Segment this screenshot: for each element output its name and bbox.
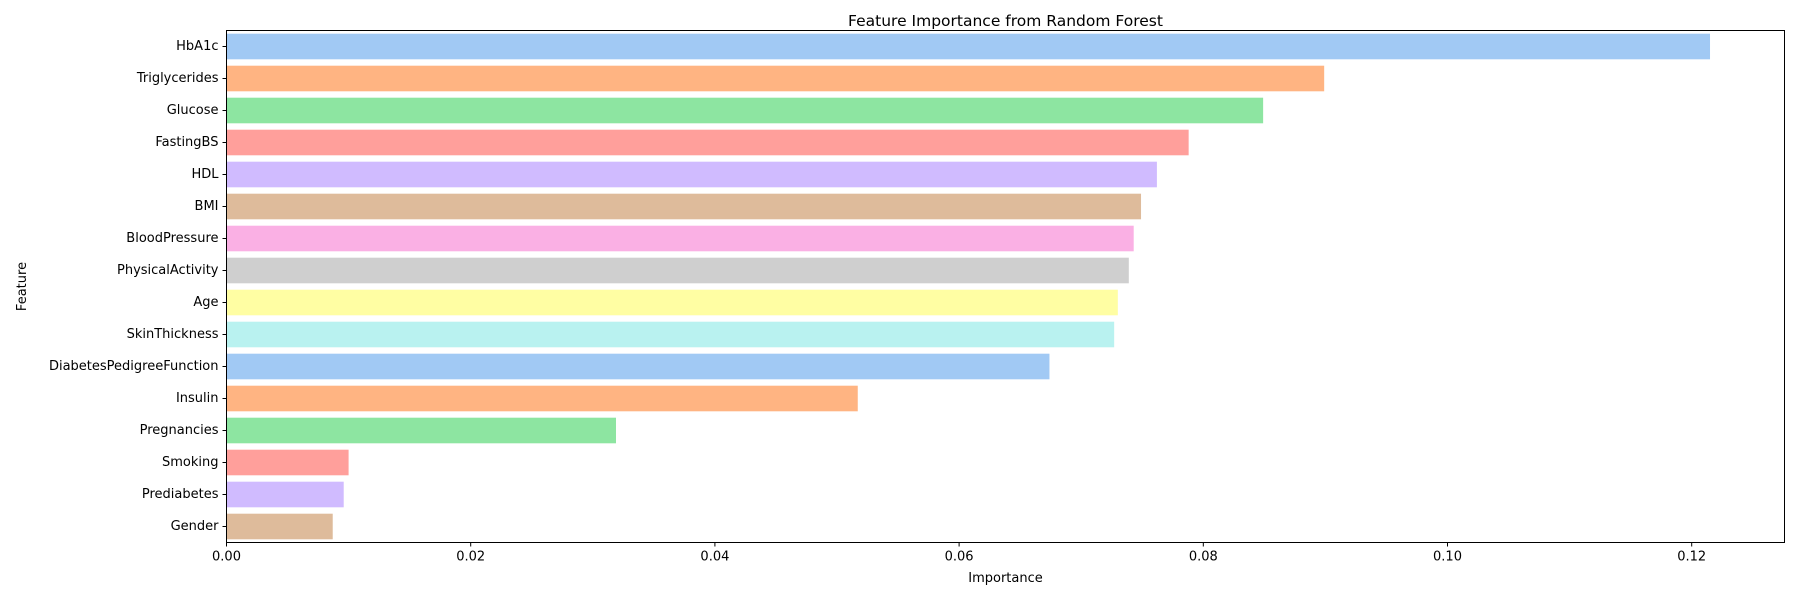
bar-hdl — [226, 161, 1157, 188]
y-tick-label: BMI — [195, 199, 219, 214]
bar-smoking — [226, 449, 349, 476]
y-tick-label: Glucose — [167, 103, 219, 118]
y-tick-label: BloodPressure — [126, 231, 218, 246]
y-tick-label: HbA1c — [176, 39, 218, 54]
x-axis-ticks: 0.00 0.02 0.04 0.06 0.08 0.10 0.12 — [212, 542, 1706, 565]
bar-bloodpressure — [226, 225, 1134, 252]
y-tick-label: Insulin — [176, 391, 219, 406]
bar-physicalactivity — [226, 257, 1129, 284]
y-axis-title: Feature — [15, 262, 30, 311]
y-tick-label: Gender — [171, 519, 220, 534]
x-tick-label: 0.08 — [1189, 550, 1218, 565]
bars-group — [226, 33, 1711, 540]
chart-title: Feature Importance from Random Forest — [848, 12, 1163, 30]
x-tick-label: 0.12 — [1677, 550, 1706, 565]
x-tick-label: 0.10 — [1433, 550, 1462, 565]
bar-pregnancies — [226, 417, 616, 444]
x-tick-label: 0.00 — [212, 550, 241, 565]
y-tick-label: FastingBS — [155, 135, 218, 150]
y-tick-label: Triglycerides — [136, 71, 219, 86]
bar-hba1c — [226, 33, 1711, 60]
x-axis-title: Importance — [968, 571, 1043, 586]
x-tick-label: 0.06 — [945, 550, 974, 565]
y-tick-label: DiabetesPedigreeFunction — [49, 359, 219, 374]
bar-fastingbs — [226, 129, 1189, 156]
bar-prediabetes — [226, 481, 344, 508]
x-tick-label: 0.02 — [456, 550, 485, 565]
bar-insulin — [226, 385, 858, 412]
plot-frame — [226, 30, 1785, 543]
bar-diabetespedigreefunction — [226, 353, 1050, 380]
y-tick-label: Smoking — [162, 455, 219, 470]
bar-glucose — [226, 97, 1264, 124]
y-tick-label: HDL — [191, 167, 219, 182]
y-tick-label: PhysicalActivity — [117, 263, 219, 278]
bar-skinthickness — [226, 321, 1115, 348]
y-tick-label: Age — [193, 295, 218, 310]
bar-gender — [226, 513, 333, 540]
y-axis-ticks: HbA1c Triglycerides Glucose FastingBS HDL BMI… — [49, 39, 227, 534]
y-tick-label: Pregnancies — [140, 423, 219, 438]
y-tick-label: Prediabetes — [142, 487, 219, 502]
bar-bmi — [226, 193, 1142, 220]
x-tick-label: 0.04 — [700, 550, 729, 565]
bar-triglycerides — [226, 65, 1325, 92]
y-tick-label: SkinThickness — [127, 327, 219, 342]
bar-age — [226, 289, 1118, 316]
